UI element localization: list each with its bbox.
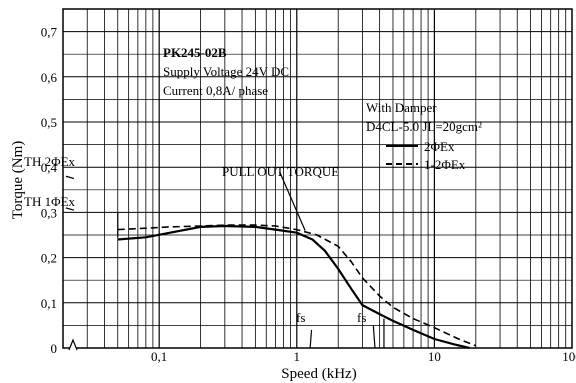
annotation-fs-1-2phase: fs [357, 310, 366, 325]
th-1phase-leader [65, 207, 75, 211]
legend-entry-1-2phase: 1-2ΦEx [424, 157, 466, 172]
tick-labels: 0,1 1 10 100 0 0,1 0,2 0,3 0,4 0,5 0,6 0,7 [41, 25, 576, 364]
x-tick-label: 100 [562, 349, 576, 364]
chart-subtitle-line-2: Current 0,8A/ phase [163, 83, 268, 98]
series-line-1-2phase [117, 224, 477, 347]
annotation-fs-2phase: fs [296, 310, 305, 325]
th-2phase-leader [65, 175, 75, 180]
y-tick-label: 0,6 [41, 70, 58, 85]
y-tick-label: 0,1 [41, 296, 57, 311]
y-tick-label: 0 [51, 341, 58, 356]
legend-title-line-2: D4CL-5.0 JL=20gcm² [366, 119, 482, 134]
y-tick-label: 0,4 [41, 160, 58, 175]
x-tick-label: 10 [428, 349, 441, 364]
legend-title-line-1: With Damper [366, 100, 437, 115]
chart-subtitle-line-1: Supply Voltage 24V DC [163, 64, 289, 79]
x-axis-label: Speed (kHz) [281, 366, 356, 382]
pull-out-leader [279, 171, 306, 231]
annotation-th-2phase: TH 2ΦEx [24, 154, 76, 169]
y-tick-label: 0,7 [41, 25, 58, 40]
y-tick-label: 0,5 [41, 115, 57, 130]
x-tick-label: 1 [294, 349, 301, 364]
y-tick-label: 0,3 [41, 205, 57, 220]
series-line-2phase [117, 224, 470, 350]
annotation-th-1phase: TH 1ΦEx [24, 194, 76, 209]
x-tick-label: 0,1 [151, 349, 167, 364]
fs-1-2phase-leader [372, 325, 376, 349]
axis-break-mark [68, 338, 78, 351]
y-tick-label: 0,2 [41, 251, 57, 266]
grid [62, 8, 573, 349]
y-axis-label: Torque (Nm) [10, 141, 26, 220]
series-lines [117, 224, 477, 350]
fs-2phase-leader [309, 329, 313, 349]
annotation-pull-out-torque: PULL OUT TORQUE [222, 164, 339, 179]
legend-entry-2phase: 2ΦEx [424, 139, 455, 154]
plot-frame [62, 8, 573, 349]
annotation-lines [65, 171, 385, 351]
chart-title: PK245-02B [163, 45, 227, 60]
